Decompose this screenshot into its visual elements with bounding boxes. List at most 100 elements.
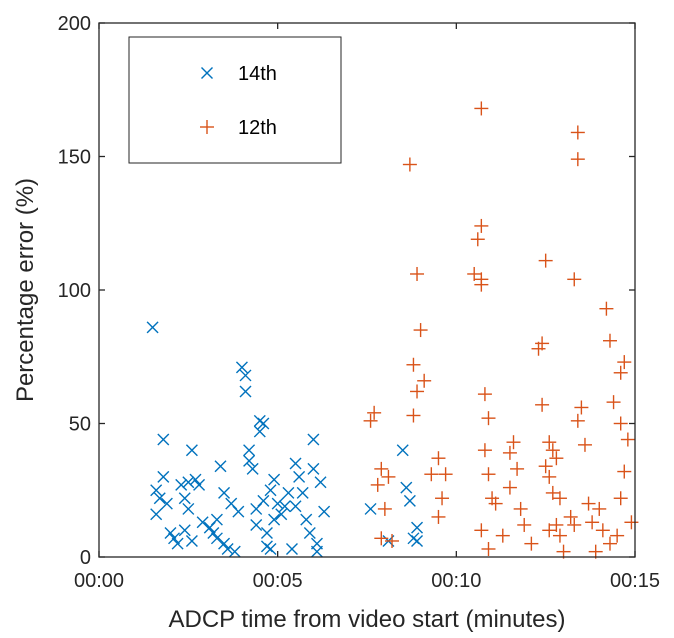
data-point (431, 509, 446, 524)
legend-marker (200, 120, 214, 134)
data-point (214, 460, 227, 473)
data-point (552, 491, 567, 506)
data-point (542, 435, 557, 450)
data-point (157, 433, 170, 446)
data-point (160, 497, 173, 510)
data-point (435, 491, 450, 506)
data-point (556, 544, 571, 559)
data-point (488, 496, 503, 511)
legend-label-14th: 14th (238, 63, 277, 85)
legend: 14th 12th (128, 36, 342, 164)
data-point (232, 505, 245, 518)
data-point (438, 467, 453, 482)
data-point (289, 500, 302, 513)
data-point (403, 494, 416, 507)
data-point (610, 528, 625, 543)
data-point (617, 355, 632, 370)
data-point (481, 467, 496, 482)
data-point (268, 513, 281, 526)
y-axis-label: Percentage error (%) (12, 178, 39, 402)
data-point (535, 397, 550, 412)
data-point (549, 451, 564, 466)
data-point (239, 385, 252, 398)
data-point (228, 545, 241, 558)
data-point (385, 533, 400, 548)
data-point (377, 501, 392, 516)
data-point (178, 492, 191, 505)
data-point (517, 517, 532, 532)
data-point (613, 491, 628, 506)
data-point (260, 526, 273, 539)
data-point (510, 461, 525, 476)
data-point (168, 532, 181, 545)
data-point (624, 515, 639, 530)
data-point (218, 486, 231, 499)
data-point (570, 152, 585, 167)
data-point (581, 496, 596, 511)
data-point (314, 476, 327, 489)
data-marks (146, 101, 639, 559)
data-point (542, 469, 557, 484)
data-point (374, 461, 389, 476)
data-point (303, 526, 316, 539)
data-point (470, 232, 485, 247)
axis-ticks: 00:00 00:05 00:10 00:15 0 50 100 150 200 (58, 13, 660, 592)
data-point (400, 481, 413, 494)
data-point (467, 266, 482, 281)
data-point (542, 523, 557, 538)
data-point (175, 478, 188, 491)
data-point (153, 492, 166, 505)
data-point (193, 478, 206, 491)
data-point (617, 464, 632, 479)
data-point (411, 534, 424, 547)
data-point (545, 443, 560, 458)
data-point (218, 537, 231, 550)
data-point (506, 435, 521, 450)
data-point (307, 462, 320, 475)
data-point (157, 470, 170, 483)
data-point (185, 534, 198, 547)
data-point (178, 524, 191, 537)
data-point (513, 501, 528, 516)
data-point (474, 523, 489, 538)
data-point (410, 266, 425, 281)
data-point (182, 476, 195, 489)
data-point (567, 517, 582, 532)
data-point (171, 537, 184, 550)
data-point (592, 501, 607, 516)
data-point (189, 473, 202, 486)
data-point (210, 513, 223, 526)
data-point (477, 443, 492, 458)
series-12th (363, 101, 639, 559)
data-point (285, 542, 298, 555)
x-tick-label: 00:00 (74, 570, 124, 592)
data-point (410, 384, 425, 399)
data-point (182, 502, 195, 515)
legend-box (128, 36, 342, 164)
data-point (570, 413, 585, 428)
legend-label-12th: 12th (238, 117, 277, 139)
data-point (246, 462, 259, 475)
data-point (268, 473, 281, 486)
data-point (150, 508, 163, 521)
data-point (595, 523, 610, 538)
data-point (413, 323, 428, 338)
data-point (602, 536, 617, 551)
data-point (235, 361, 248, 374)
x-tick-label: 00:05 (253, 570, 303, 592)
data-point (307, 433, 320, 446)
data-point (381, 469, 396, 484)
data-point (606, 395, 621, 410)
x-tick-label: 00:10 (431, 570, 481, 592)
data-point (474, 101, 489, 116)
data-point (417, 373, 432, 388)
data-point (282, 486, 295, 499)
data-point (243, 454, 256, 467)
data-point (364, 502, 377, 515)
data-point (257, 494, 270, 507)
data-point (374, 531, 389, 546)
data-point (196, 516, 209, 529)
data-point (257, 417, 270, 430)
data-point (318, 505, 331, 518)
